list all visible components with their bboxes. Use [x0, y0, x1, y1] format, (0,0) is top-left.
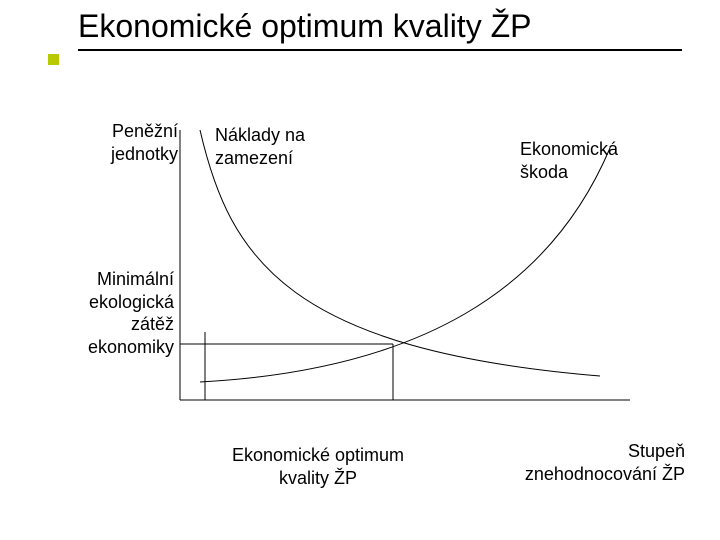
- bottom-center-label: Ekonomické optimumkvality ŽP: [208, 444, 428, 489]
- y-axis-label: Peněžníjednotky: [68, 120, 178, 165]
- curve-cost: [200, 130, 600, 376]
- slide: { "title": "Ekonomické optimum kvality Ž…: [0, 0, 720, 540]
- curve-damage: [200, 148, 610, 382]
- accent-square: [48, 54, 59, 65]
- chart-svg: [170, 130, 644, 410]
- x-axis-label: Stupeňznehodnocování ŽP: [480, 440, 685, 485]
- slide-title: Ekonomické optimum kvality ŽP: [78, 8, 682, 51]
- side-left-label: Minimálníekologickázátěžekonomiky: [46, 268, 174, 358]
